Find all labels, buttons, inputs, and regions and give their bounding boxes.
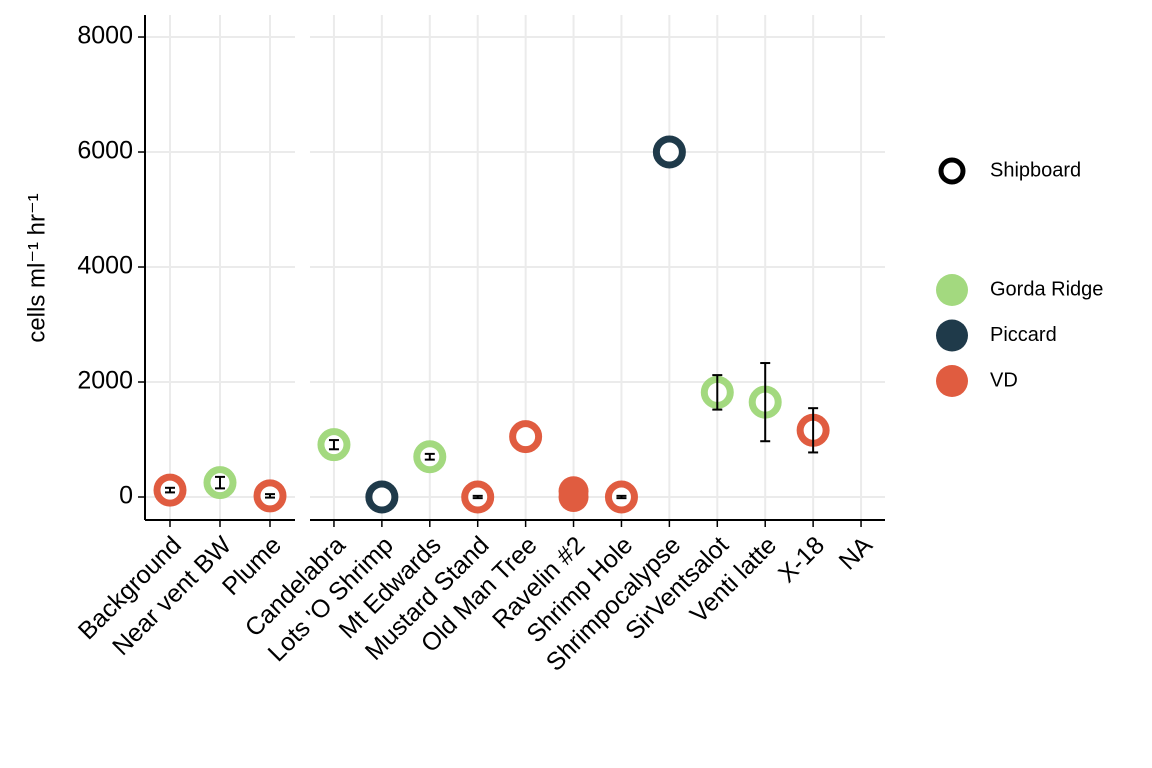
point-ring <box>365 480 399 514</box>
point <box>558 482 589 513</box>
legend-shape <box>938 157 966 185</box>
x-tick-label: X-18 <box>773 531 830 588</box>
legend-swatch <box>936 365 968 397</box>
y-tick-label: 8000 <box>77 22 133 50</box>
point-ring <box>652 135 686 169</box>
y-tick-label: 2000 <box>77 367 133 395</box>
y-tick-label: 4000 <box>77 252 133 280</box>
y-tick-label: 6000 <box>77 137 133 165</box>
legend-label: Gorda Ridge <box>990 278 1103 300</box>
legend-label: VD <box>990 369 1018 391</box>
legend-label: Piccard <box>990 324 1057 346</box>
y-axis-label: cells ml⁻¹ hr⁻¹ <box>23 193 50 342</box>
legend-swatch <box>936 274 968 306</box>
x-tick-label: NA <box>834 531 879 576</box>
legend-label: Shipboard <box>990 159 1081 181</box>
point-ring <box>509 420 543 454</box>
legend-swatch <box>936 319 968 352</box>
y-tick-label: 0 <box>119 482 133 510</box>
